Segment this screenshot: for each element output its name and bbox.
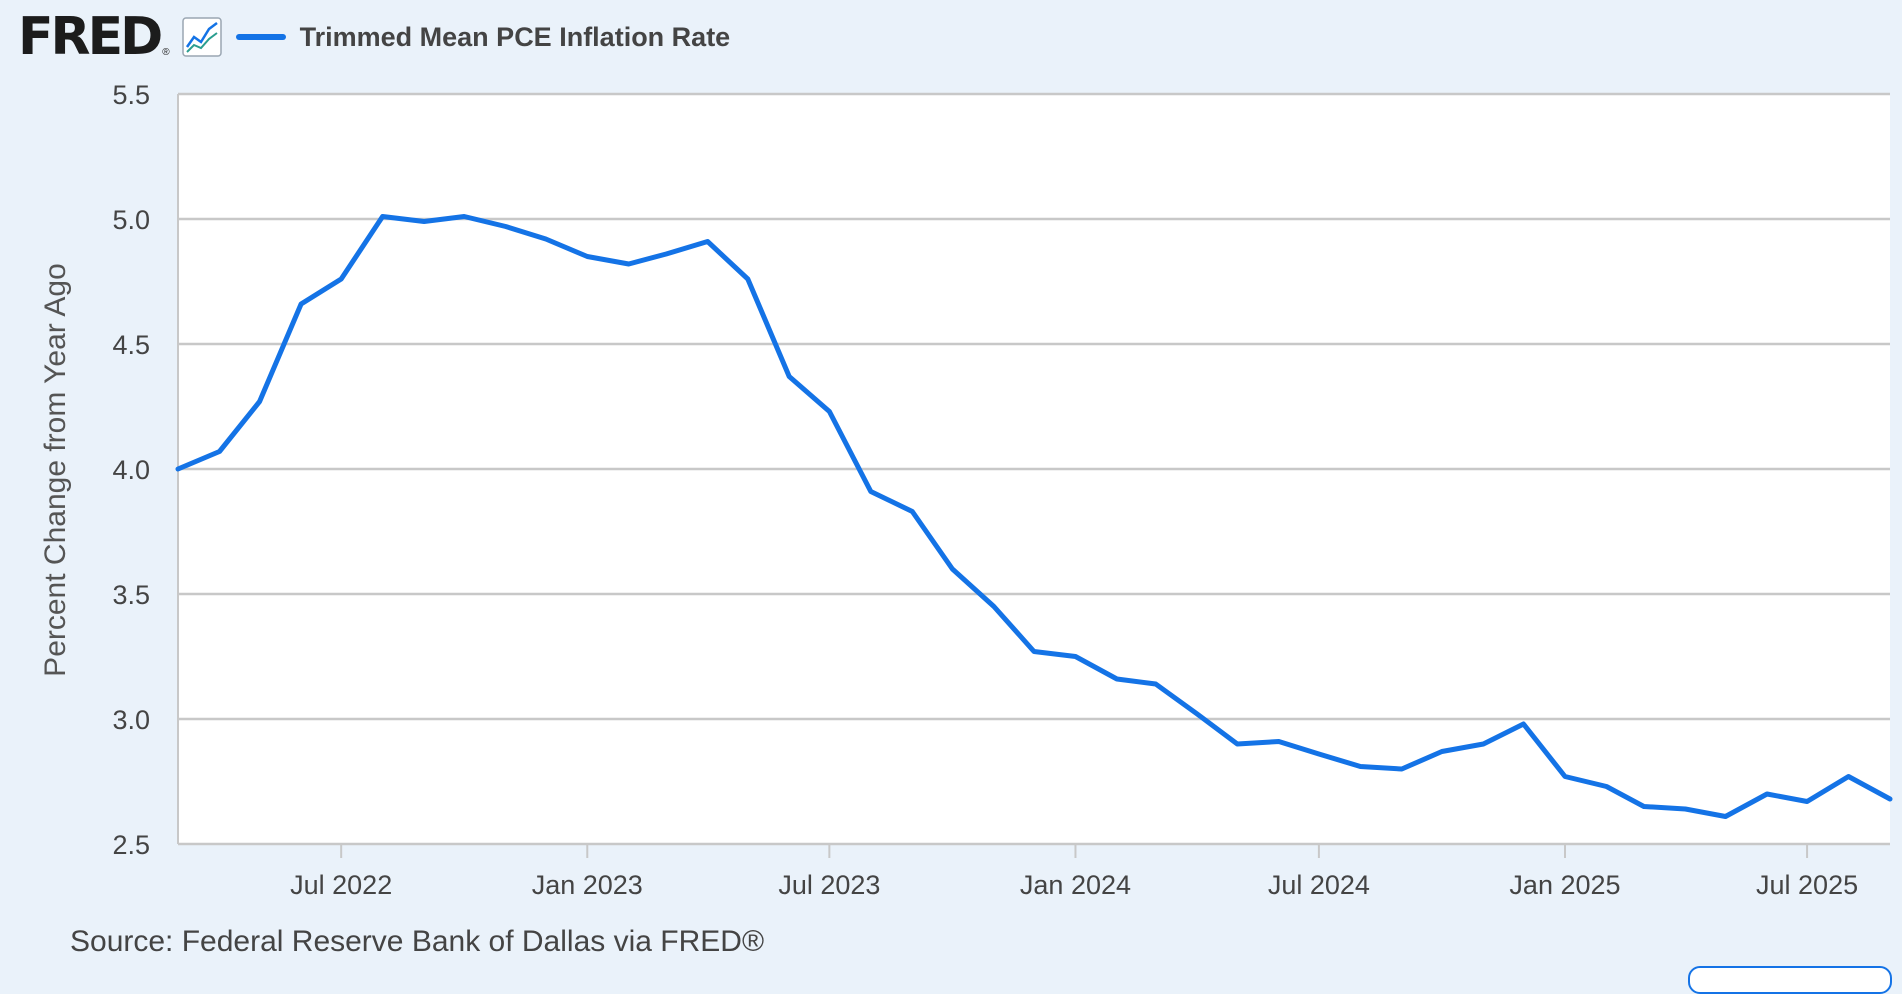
source-note: Source: Federal Reserve Bank of Dallas v…	[70, 925, 765, 958]
x-tick-label: Jan 2023	[532, 870, 643, 900]
x-tick-label: Jan 2025	[1509, 870, 1620, 900]
x-tick-label: Jul 2023	[778, 870, 880, 900]
y-tick-label: 4.0	[112, 455, 150, 485]
y-tick-label: 2.5	[112, 830, 150, 860]
fred-logo[interactable]: FRED	[18, 7, 163, 67]
fred-logo-registered-mark: ®	[162, 47, 170, 58]
y-tick-label: 5.0	[112, 205, 150, 235]
line-chart-icon[interactable]	[181, 17, 222, 57]
x-tick-label: Jul 2024	[1268, 870, 1370, 900]
y-tick-label: 4.5	[112, 330, 150, 360]
x-tick-label: Jul 2025	[1756, 870, 1858, 900]
y-axis-label: Percent Change from Year Ago	[39, 263, 72, 677]
x-tick-label: Jan 2024	[1020, 870, 1131, 900]
x-tick-label: Jul 2022	[290, 870, 392, 900]
y-tick-label: 3.0	[112, 705, 150, 735]
legend-label: Trimmed Mean PCE Inflation Rate	[299, 21, 731, 52]
chart-header: FRED ® Trimmed Mean PCE Inflation Rate	[18, 7, 731, 67]
line-chart: 2.5 3.0 3.5 4.0 4.5 5.0 5.5 Jul 2022 Jan 2023 Jul…	[39, 80, 1893, 900]
share-button[interactable]	[1688, 966, 1892, 994]
series-line	[175, 214, 1893, 819]
y-tick-label: 5.5	[112, 80, 150, 110]
y-tick-label: 3.5	[112, 580, 150, 610]
legend-line-swatch	[235, 34, 286, 40]
